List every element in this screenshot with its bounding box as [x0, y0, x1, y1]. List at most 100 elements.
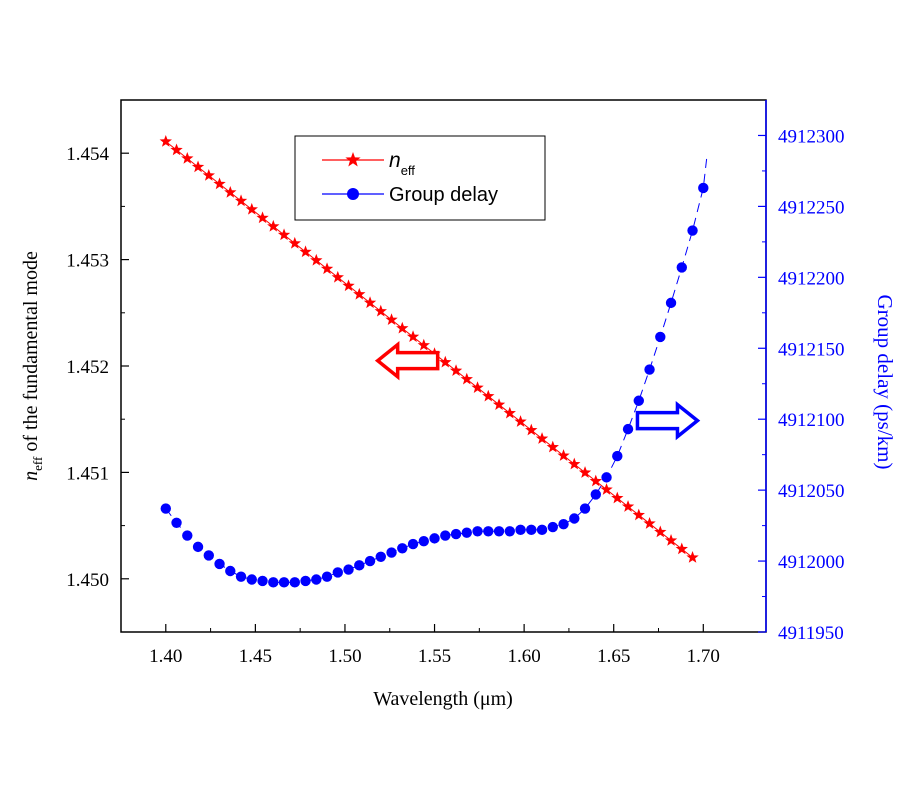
group-delay-point — [300, 575, 311, 587]
neff-point — [503, 406, 516, 419]
neff-point — [557, 449, 570, 461]
neff-point — [535, 432, 549, 444]
neff-point — [406, 330, 420, 343]
neff-point — [170, 143, 183, 156]
group-delay-point — [171, 517, 182, 528]
group-delay-point — [311, 574, 322, 585]
x-tick-label: 1.65 — [597, 646, 630, 667]
right-tick-label: 4912250 — [778, 197, 845, 218]
group-delay-point — [515, 524, 526, 536]
right-tick-label: 4912050 — [778, 481, 845, 502]
group-delay-point — [687, 225, 698, 236]
group-delay-point — [633, 395, 644, 406]
group-delay-point — [354, 560, 365, 571]
group-delay-point — [644, 364, 655, 375]
neff-point — [320, 262, 334, 275]
neff-point — [353, 287, 366, 300]
neff-point — [342, 279, 355, 292]
neff-point — [546, 440, 559, 453]
group-delay-point — [493, 526, 505, 537]
group-delay-point — [160, 503, 171, 514]
group-delay-point — [547, 521, 558, 533]
right-tick-label: 4912300 — [778, 126, 845, 147]
neff-point — [611, 491, 624, 504]
group-delay-point — [225, 565, 236, 577]
neff-point — [310, 253, 323, 266]
neff-point — [299, 245, 312, 258]
legend-star-marker — [345, 152, 361, 167]
x-axis-label: Wavelength (μm) — [373, 688, 513, 710]
x-tick-label: 1.40 — [149, 646, 182, 667]
group-delay-point — [483, 526, 494, 537]
right-axis-ticks: 4911950 4912000 4912050 4912100 4912150 49122… — [758, 126, 845, 644]
neff-point — [632, 508, 645, 521]
neff-point — [202, 168, 215, 181]
neff-point — [374, 304, 387, 317]
x-tick-label: 1.50 — [328, 646, 361, 667]
neff-point — [568, 457, 581, 470]
group-delay-point — [192, 541, 204, 553]
group-delay-point — [590, 489, 601, 500]
group-delay-point — [182, 530, 193, 541]
x-axis-ticks: 1.40 1.45 1.50 1.55 1.60 1.65 1.70 — [149, 624, 720, 667]
legend-box — [294, 135, 546, 221]
group-delay-point — [569, 513, 580, 524]
neff-point — [525, 423, 538, 436]
neff-point — [664, 534, 678, 546]
group-delay-point — [676, 262, 687, 273]
neff-point — [224, 185, 237, 198]
neff-point — [385, 313, 398, 326]
neff-point — [482, 389, 495, 402]
neff-point — [514, 415, 527, 427]
neff-point — [621, 500, 635, 512]
group-delay-point — [472, 526, 483, 537]
group-delay-point — [440, 530, 451, 541]
group-delay-point — [698, 182, 709, 194]
left-tick-label: 1.453 — [66, 251, 109, 272]
neff-point — [686, 551, 699, 563]
group-delay-point — [397, 543, 408, 554]
group-delay-point — [558, 518, 569, 530]
left-axis-label: neff of the fundamental mode — [20, 251, 45, 481]
neff-point — [267, 219, 280, 232]
x-tick-label: 1.55 — [418, 646, 451, 667]
neff-point — [589, 474, 602, 487]
right-tick-label: 4912000 — [778, 552, 845, 573]
group-delay-point — [665, 297, 677, 309]
group-delay-point — [504, 526, 515, 537]
group-delay-point — [526, 524, 537, 536]
neff-point — [191, 160, 205, 173]
neff-point — [578, 466, 592, 478]
neff-point — [449, 364, 463, 376]
group-delay-point — [246, 574, 257, 585]
group-delay-point — [536, 524, 548, 536]
right-tick-label: 4912200 — [778, 268, 845, 289]
group-delay-point — [579, 503, 591, 514]
left-axis-arrow — [374, 341, 440, 381]
neff-point — [439, 355, 452, 368]
group-delay-point — [343, 564, 354, 575]
right-tick-label: 4912100 — [778, 410, 845, 431]
neff-point — [245, 202, 258, 215]
neff-point — [159, 135, 172, 147]
neff-point — [600, 483, 613, 495]
group-delay-point — [612, 450, 623, 462]
group-delay-point — [386, 547, 397, 558]
left-tick-label: 1.452 — [66, 357, 109, 378]
group-delay-point — [655, 331, 666, 343]
neff-point — [460, 372, 473, 385]
group-delay-point — [601, 472, 612, 483]
left-tick-label: 1.451 — [66, 463, 109, 484]
group-delay-point — [203, 550, 214, 561]
group-delay-point — [375, 551, 386, 563]
group-delay-point — [429, 533, 440, 544]
x-tick-label: 1.60 — [508, 646, 541, 667]
axis-arrows — [374, 341, 701, 441]
neff-point — [417, 338, 430, 351]
group-delay-point — [450, 528, 462, 540]
group-delay-point — [235, 571, 247, 582]
legend-circle-marker — [347, 188, 359, 200]
group-delay-point — [214, 558, 225, 570]
series-neff — [159, 135, 699, 563]
